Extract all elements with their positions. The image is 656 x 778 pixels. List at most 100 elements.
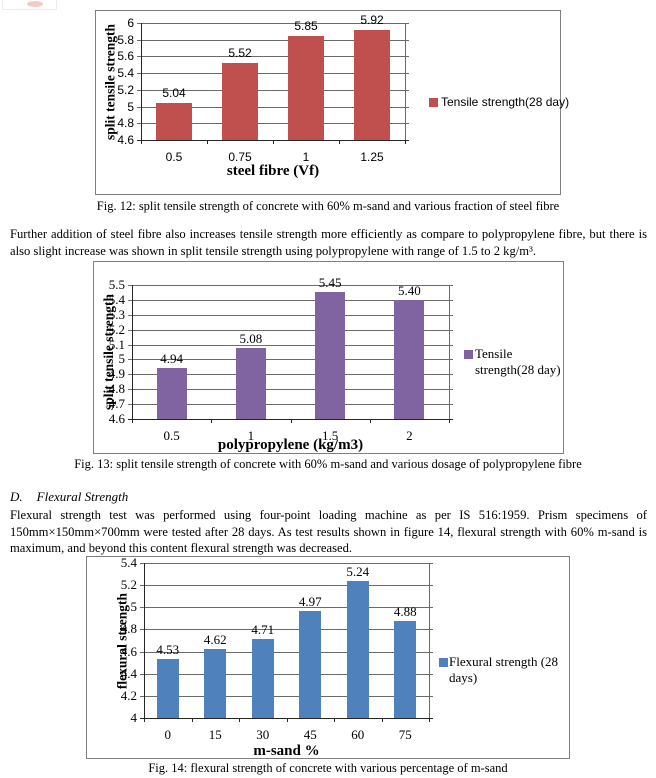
bar [346, 580, 369, 718]
x-tick-mark [211, 419, 213, 423]
legend-label: Flexural strength (28 [449, 654, 559, 669]
x-tick-mark [381, 718, 383, 722]
x-tick-label: 1.25 [360, 150, 384, 164]
section-heading: D. Flexural Strength [10, 489, 128, 504]
bar-value-label: 4.94 [160, 351, 183, 367]
gridline [128, 299, 453, 301]
legend-label: Tensile [475, 346, 513, 361]
gridline [137, 123, 409, 125]
gridline [128, 404, 453, 406]
x-tick-mark [239, 718, 240, 722]
bar-value-label: 5.24 [346, 563, 370, 579]
y-tick-label: 5 [118, 351, 126, 367]
paragraph-flexural: Flexural strength test was performed usi… [10, 508, 647, 555]
gridline [140, 673, 433, 675]
x-tick-mark [449, 419, 450, 423]
gridline [140, 607, 433, 609]
y-tick-label: 5.2 [120, 577, 137, 593]
y-tick-label: 4.6 [108, 411, 125, 426]
y-tick-label: 5.8 [117, 32, 134, 47]
fig12-caption: Fig. 12: split tensile strength of concr… [96, 199, 560, 213]
bar-value-label: 4.71 [251, 622, 275, 638]
y-tick-label: 5.4 [108, 291, 125, 307]
y-tick-label: 6 [127, 16, 134, 30]
bar-value-label: 5.04 [162, 86, 186, 101]
gridline [128, 359, 453, 361]
gridline [137, 106, 409, 108]
gridline [140, 585, 433, 587]
x-tick-label: 0.5 [163, 428, 180, 443]
y-tick-label: 5.4 [117, 66, 134, 81]
bar-value-label: 4.97 [298, 593, 322, 609]
x-tick-mark [141, 140, 142, 144]
legend-label: Tensile strength(28 day) [441, 95, 570, 109]
x-tick-mark [132, 419, 133, 423]
x-tick-mark [191, 718, 193, 722]
y-axis-title: split tensile strength [101, 294, 116, 411]
bar [155, 103, 193, 140]
bar [394, 620, 417, 718]
x-tick-mark [207, 140, 208, 144]
gridline [128, 344, 453, 346]
x-tick-label: 60 [351, 727, 365, 742]
y-tick-label: 4.8 [108, 381, 125, 397]
section-title: Flexural Strength [36, 489, 129, 504]
x-tick-mark [339, 140, 340, 144]
y-tick-label: 5.5 [108, 277, 125, 292]
y-axis-title: split tensile strength [102, 23, 117, 140]
x-axis-title: m-sand % [253, 743, 320, 759]
fig12-bar-chart: 4.6 4.8 5 5.2 5.4 5.6 5.8 6 5.04 0.5 5.52 0.75 5.85 1… [95, 10, 569, 195]
x-tick-label: 30 [256, 727, 270, 742]
x-axis-title: polypropylene (kg/m3) [217, 437, 364, 453]
x-tick-mark [273, 140, 274, 144]
bar [315, 292, 346, 419]
x-axis-title: steel fibre (Vf) [226, 163, 320, 179]
x-tick-label: 0.5 [165, 150, 183, 164]
y-tick-label: 4 [130, 710, 138, 725]
gridline [137, 73, 409, 75]
bar [204, 649, 227, 718]
x-tick-label: 0.75 [228, 150, 252, 164]
gridline [140, 563, 433, 564]
x-tick-label: 45 [303, 727, 317, 742]
legend-label: days) [449, 670, 478, 685]
x-tick-label: 75 [398, 727, 412, 742]
gridline [140, 651, 433, 653]
legend-swatch [429, 98, 438, 107]
y-tick-label: 4.4 [120, 665, 137, 681]
x-tick-label: 1.5 [322, 428, 339, 443]
gridline [137, 89, 409, 91]
fig14-caption: Fig. 14: flexural strength of concrete w… [148, 761, 508, 775]
fig13-bar-chart: 4.6 4.7 4.8 4.9 5 5.1 5.2 5.3 5.4 5.5 4.94 0.5 5.08 1… [93, 261, 564, 454]
gridline [128, 389, 453, 391]
y-tick-label: 5 [127, 99, 134, 114]
x-tick-mark [369, 419, 371, 423]
bar [156, 368, 187, 419]
x-tick-mark [144, 718, 145, 722]
bar-value-label: 5.45 [318, 275, 342, 291]
bar [251, 639, 274, 718]
x-tick-label: 0 [164, 727, 172, 742]
bar-value-label: 5.40 [398, 282, 421, 298]
x-tick-label: 1 [302, 150, 310, 164]
plot-right-border [429, 563, 430, 718]
y-tick-label: 4.6 [120, 643, 137, 659]
x-tick-mark [290, 419, 292, 423]
bar-value-label: 4.88 [393, 603, 417, 619]
plot-right-border [449, 285, 450, 419]
paragraph-steel-fibre: Further addition of steel fibre also inc… [10, 227, 647, 258]
fig14-bar-chart: 4 4.2 4.4 4.6 4.8 5 5.2 5.4 4.53 0 4.62 15 4.71 30 4.9… [86, 555, 570, 759]
bar-value-label: 5.52 [228, 46, 252, 61]
y-tick-label: 5.2 [117, 82, 134, 97]
y-tick-label: 5 [130, 599, 138, 615]
x-tick-mark [334, 718, 335, 722]
bar [235, 347, 266, 419]
gridline [128, 314, 453, 316]
gridline [128, 374, 453, 376]
bar [156, 659, 179, 718]
x-tick-label: 15 [208, 727, 222, 742]
fig13-caption: Fig. 13: split tensile strength of concr… [74, 457, 582, 471]
x-tick-label: 2 [406, 428, 413, 443]
y-tick-label: 5.1 [108, 336, 125, 352]
